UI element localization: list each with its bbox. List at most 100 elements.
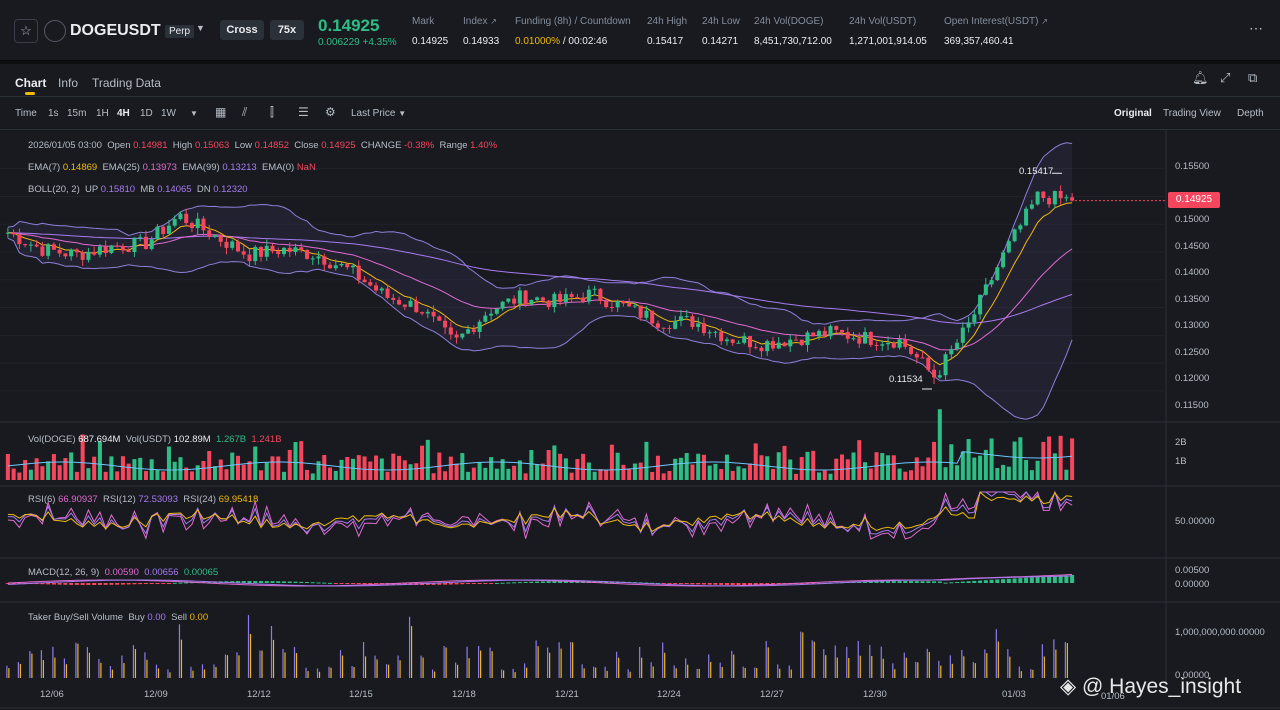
volume-bar [230, 452, 235, 480]
volume-bar [983, 449, 988, 480]
candle-body [270, 245, 275, 252]
calendar-icon[interactable]: ▦ [215, 105, 227, 119]
volume-bar [431, 473, 436, 480]
macd-histogram-bar [63, 583, 68, 585]
macd-histogram-bar [397, 583, 402, 585]
volume-bar [581, 453, 586, 480]
macd-histogram-bar [46, 583, 51, 585]
volume-bar [310, 473, 315, 480]
macd-histogram-bar [540, 581, 545, 583]
date-tick: 12/18 [452, 689, 476, 700]
candle-body [886, 342, 891, 345]
macd-histogram-bar [322, 582, 327, 584]
volume-bar [586, 462, 591, 480]
candle-body [443, 320, 448, 328]
volume-bar [477, 462, 482, 480]
view-original[interactable]: Original [1114, 108, 1152, 119]
candle-body [863, 332, 868, 344]
candle-body [500, 301, 505, 309]
volume-bar [563, 458, 568, 480]
interval-dropdown-chevron-icon[interactable]: ▼ [190, 109, 198, 118]
interval-1s[interactable]: 1s [48, 108, 59, 119]
interval-1d[interactable]: 1D [140, 108, 153, 119]
favorite-star-icon[interactable]: ☆ [14, 19, 38, 43]
candle-type-icon[interactable]: ⫿ [270, 105, 274, 119]
volume-bar [172, 461, 177, 480]
candle-body [581, 297, 586, 302]
tab-info[interactable]: Info [58, 76, 79, 90]
volume-bar [143, 471, 148, 480]
symbol-dropdown-chevron-icon[interactable]: ▼ [196, 23, 205, 33]
volume-bar [460, 453, 465, 480]
volume-bar [385, 471, 390, 480]
volume-bar [880, 453, 885, 480]
macd-histogram-bar [535, 581, 540, 583]
candle-body [483, 315, 488, 322]
volume-bar [673, 458, 678, 480]
stat-value: 0.14933 [463, 36, 500, 47]
candle-body [448, 327, 453, 335]
symbol-name[interactable]: DOGEUSDT [70, 22, 161, 39]
candle-body [1058, 191, 1063, 199]
stat-value: 369,357,460.41 [944, 36, 1014, 47]
macd-histogram-bar [264, 581, 269, 583]
candle-body [247, 254, 252, 262]
interval-1w[interactable]: 1W [161, 108, 176, 119]
chart-canvas[interactable] [0, 130, 1280, 710]
macd-histogram-bar [402, 583, 407, 585]
candle-body [955, 342, 960, 350]
candle-body [828, 326, 833, 337]
candle-body [103, 246, 108, 254]
popout-icon[interactable]: ⧉ [1248, 70, 1258, 85]
leverage-button[interactable]: 75x [270, 20, 304, 40]
interval-4h[interactable]: 4H [117, 108, 130, 119]
tab-trading-data[interactable]: Trading Data [92, 76, 161, 90]
price-type-select[interactable]: Last Price ▼ [351, 108, 407, 119]
tab-chart[interactable]: Chart [15, 76, 47, 90]
macd-histogram-bar [891, 581, 896, 583]
macd-histogram-bar [466, 583, 471, 585]
candle-body [414, 300, 419, 313]
candle-body [638, 305, 643, 318]
candle-body [161, 226, 166, 234]
volume-bar [408, 464, 413, 480]
interval-1h[interactable]: 1H [96, 108, 109, 119]
macd-histogram-bar [126, 583, 131, 585]
candle-body [943, 354, 948, 376]
stat-index: Index ↗ 0.14933 [463, 16, 499, 47]
indicator-chart-icon[interactable]: ⫽ [242, 105, 248, 119]
macd-histogram-bar [97, 583, 102, 585]
candle-body [909, 346, 914, 354]
bell-alert-icon[interactable]: 🔔︎ [1192, 70, 1209, 85]
expand-icon[interactable]: ⤢ [1220, 70, 1231, 85]
candle-body [960, 327, 965, 343]
volume-bar [621, 464, 626, 480]
candle-body [1070, 197, 1075, 201]
more-options-icon[interactable]: ⋯ [1249, 20, 1264, 36]
macd-histogram-bar [178, 582, 183, 584]
perp-badge: Perp [165, 25, 195, 38]
volume-bar [258, 470, 264, 480]
view-trading-view[interactable]: Trading View [1163, 108, 1221, 119]
margin-mode-button[interactable]: Cross [220, 20, 264, 40]
macd-histogram-bar [448, 583, 453, 585]
volume-bar [483, 467, 488, 480]
drawing-tools-icon[interactable]: ☰ [298, 105, 309, 119]
candle-body [517, 290, 522, 304]
macd-histogram-bar [730, 583, 735, 585]
candle-body [632, 305, 637, 307]
stat-24h-high: 24h High 0.15417 [647, 16, 687, 47]
macd-histogram-bar [903, 581, 908, 583]
candle-body [621, 301, 626, 304]
chart-area[interactable]: 2026/01/05 03:00 Open 0.14981 High 0.150… [0, 130, 1280, 710]
candle-body [138, 236, 143, 238]
macd-histogram-bar [678, 583, 683, 584]
settings-gear-icon[interactable]: ⚙ [325, 105, 336, 119]
volume-bar [281, 471, 287, 480]
macd-histogram-bar [932, 581, 937, 583]
volume-bar [345, 457, 350, 480]
interval-15m[interactable]: 15m [67, 108, 87, 119]
view-depth[interactable]: Depth [1237, 108, 1264, 119]
volume-bar [914, 457, 919, 480]
volume-bar [351, 458, 356, 480]
